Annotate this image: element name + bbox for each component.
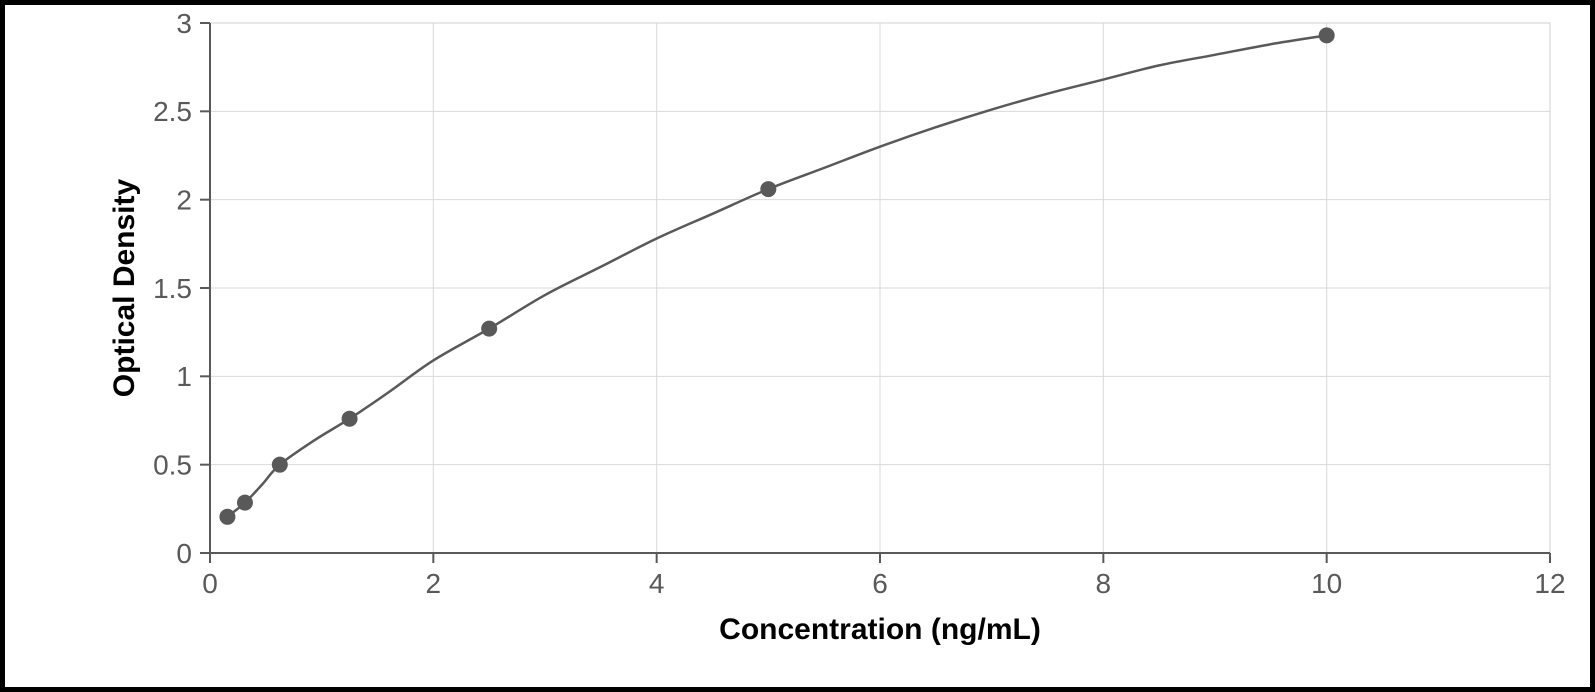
od-vs-concentration-chart: 0 2 4 6 8 10 12 0 0.5 1 1.5 2 2.5 3 Concentration (ng/… [5, 5, 1590, 687]
x-axis-label: Concentration (ng/mL) [719, 613, 1041, 646]
y-tick-label: 2 [176, 184, 192, 215]
y-tick-label: 1 [176, 361, 192, 392]
data-point [272, 457, 288, 473]
data-point [1319, 27, 1335, 43]
data-point [481, 321, 497, 337]
x-tick-label: 0 [202, 568, 218, 599]
y-tick-label: 1.5 [153, 273, 192, 304]
x-tick-label: 6 [872, 568, 888, 599]
x-tick-label: 8 [1096, 568, 1112, 599]
chart-frame: 0 2 4 6 8 10 12 0 0.5 1 1.5 2 2.5 3 Concentration (ng/… [0, 0, 1595, 692]
y-tick-label: 2.5 [153, 96, 192, 127]
y-tick-label: 3 [176, 8, 192, 39]
x-tick-label: 2 [426, 568, 442, 599]
x-tick-label: 12 [1534, 568, 1565, 599]
data-point [760, 181, 776, 197]
y-tick-label: 0.5 [153, 449, 192, 480]
x-tick-label: 4 [649, 568, 665, 599]
data-point [219, 509, 235, 525]
y-axis-label: Optical Density [108, 178, 141, 397]
x-tick-label: 10 [1311, 568, 1342, 599]
y-tick-label: 0 [176, 538, 192, 569]
data-point [342, 411, 358, 427]
data-point [237, 495, 253, 511]
